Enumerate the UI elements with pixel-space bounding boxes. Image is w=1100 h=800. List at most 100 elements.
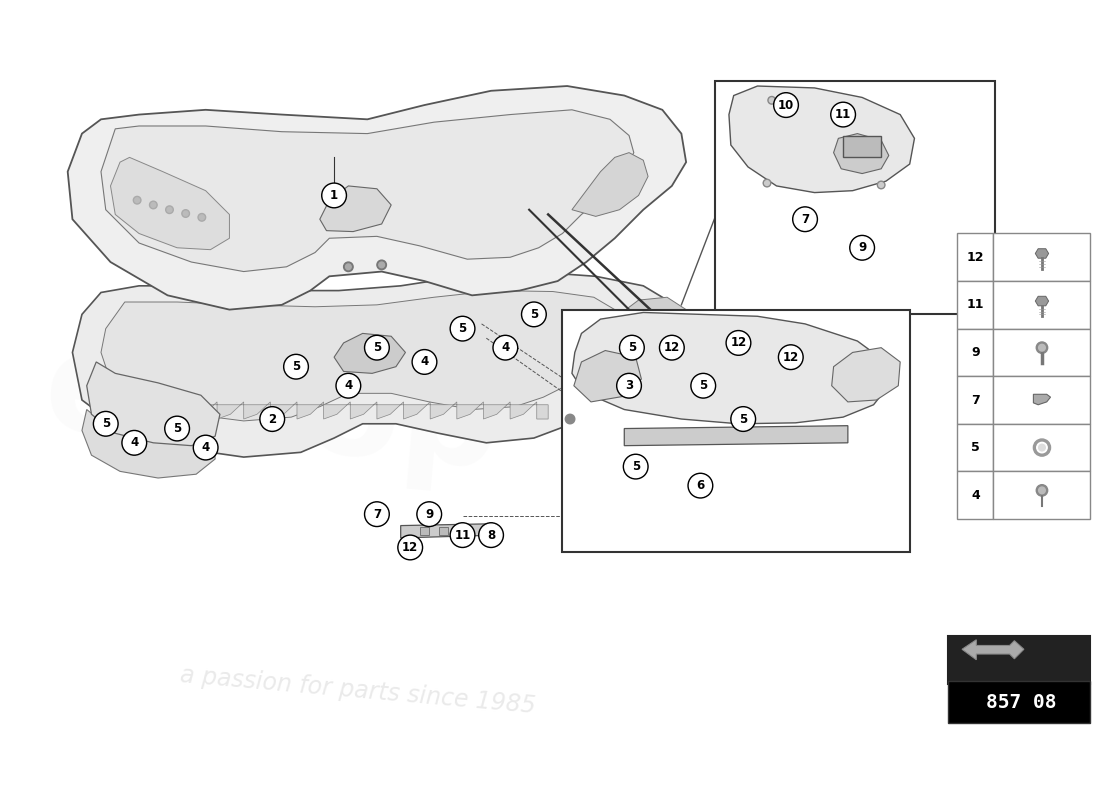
Text: 7: 7 [971, 394, 980, 406]
Polygon shape [625, 426, 848, 446]
Circle shape [450, 522, 475, 547]
Circle shape [1036, 485, 1047, 496]
Circle shape [661, 337, 683, 358]
Polygon shape [1035, 249, 1048, 258]
Circle shape [194, 435, 218, 460]
Circle shape [879, 182, 883, 187]
Polygon shape [400, 524, 496, 538]
Circle shape [726, 330, 751, 355]
Text: 5: 5 [971, 441, 980, 454]
Circle shape [1038, 487, 1045, 494]
Circle shape [850, 235, 875, 260]
Polygon shape [962, 640, 1024, 660]
Bar [715, 82, 996, 314]
Text: 5: 5 [700, 379, 707, 392]
Circle shape [1038, 344, 1045, 351]
Circle shape [414, 351, 436, 373]
Polygon shape [101, 290, 623, 421]
Circle shape [779, 345, 803, 370]
Text: 9: 9 [858, 242, 867, 254]
Text: 12: 12 [663, 341, 680, 354]
Polygon shape [572, 153, 648, 216]
Polygon shape [320, 186, 392, 231]
Text: 6: 6 [696, 479, 704, 492]
Bar [993, 471, 1090, 519]
Polygon shape [832, 348, 900, 402]
Text: 4: 4 [201, 441, 210, 454]
Text: 4: 4 [971, 489, 980, 502]
Circle shape [480, 524, 502, 546]
Circle shape [730, 406, 756, 431]
Circle shape [366, 503, 388, 525]
Text: 5: 5 [739, 413, 747, 426]
Circle shape [417, 502, 441, 526]
Circle shape [1038, 444, 1045, 451]
Text: 2: 2 [268, 413, 276, 426]
Polygon shape [1035, 296, 1048, 306]
Bar [843, 137, 881, 158]
Circle shape [833, 104, 854, 126]
Bar [993, 424, 1090, 471]
Text: 9: 9 [425, 508, 433, 521]
Polygon shape [619, 298, 689, 343]
Text: 12: 12 [403, 541, 418, 554]
Circle shape [345, 264, 351, 270]
Circle shape [260, 406, 285, 431]
Text: 11: 11 [454, 529, 471, 542]
Text: 12: 12 [730, 337, 747, 350]
Bar [993, 376, 1090, 424]
Circle shape [338, 374, 360, 397]
Circle shape [1033, 439, 1050, 456]
Polygon shape [101, 110, 634, 271]
Circle shape [780, 346, 802, 368]
Circle shape [769, 98, 774, 102]
FancyBboxPatch shape [948, 636, 1090, 683]
Text: 11: 11 [835, 108, 851, 121]
Circle shape [122, 430, 146, 455]
Circle shape [323, 185, 345, 206]
Circle shape [727, 332, 749, 354]
Circle shape [184, 211, 188, 216]
Polygon shape [110, 158, 230, 250]
Bar [458, 527, 468, 535]
Circle shape [565, 414, 575, 424]
Polygon shape [572, 313, 889, 424]
Circle shape [878, 181, 886, 189]
Circle shape [123, 432, 145, 454]
Circle shape [199, 215, 205, 220]
Circle shape [624, 454, 648, 479]
Text: 7: 7 [373, 508, 381, 521]
Polygon shape [82, 410, 216, 478]
Text: 5: 5 [173, 422, 182, 435]
Text: 12: 12 [967, 250, 984, 264]
Bar [993, 234, 1090, 281]
Polygon shape [87, 362, 220, 446]
Circle shape [399, 537, 421, 558]
Text: 5: 5 [459, 322, 466, 335]
Text: a passion for parts since 1985: a passion for parts since 1985 [179, 662, 537, 718]
Text: 857 08: 857 08 [987, 693, 1057, 712]
Polygon shape [729, 86, 914, 193]
Circle shape [764, 181, 769, 186]
Bar [562, 310, 910, 552]
Circle shape [167, 207, 172, 212]
Circle shape [793, 207, 817, 231]
Text: 1: 1 [330, 189, 338, 202]
Text: 4: 4 [130, 436, 139, 450]
Circle shape [768, 97, 776, 104]
Bar [993, 281, 1090, 329]
Bar [948, 681, 1090, 723]
Circle shape [364, 502, 389, 526]
Circle shape [776, 94, 798, 116]
Circle shape [182, 210, 189, 218]
Circle shape [133, 196, 141, 204]
Text: 3: 3 [625, 379, 634, 392]
Circle shape [521, 302, 547, 326]
Circle shape [493, 335, 518, 360]
Text: 4: 4 [344, 379, 352, 392]
Circle shape [412, 350, 437, 374]
Bar [957, 424, 993, 471]
Circle shape [343, 262, 353, 271]
Circle shape [450, 316, 475, 341]
Circle shape [166, 418, 188, 439]
